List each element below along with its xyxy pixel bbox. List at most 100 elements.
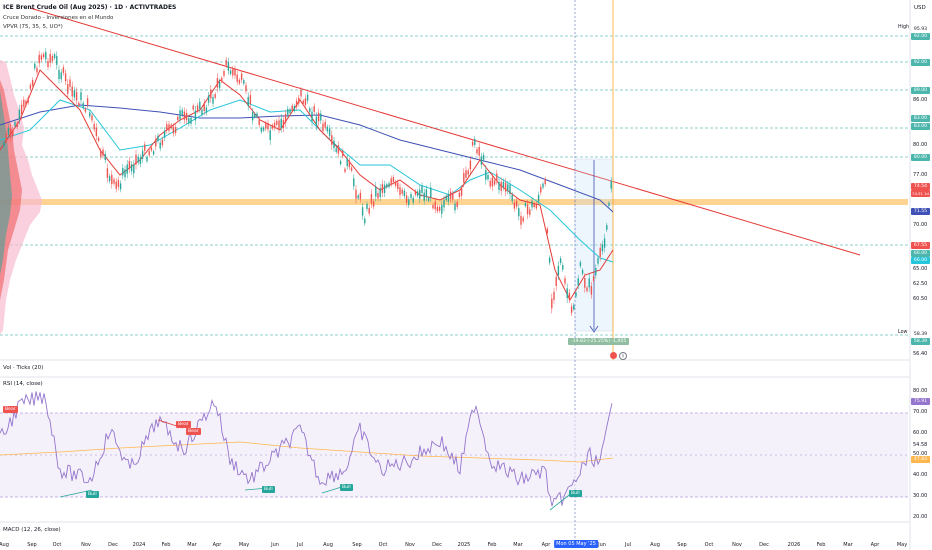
candle-body — [342, 151, 344, 157]
candle-body — [20, 104, 23, 115]
candle-body — [117, 180, 120, 187]
candle-body — [298, 97, 300, 104]
time-label: Oct — [704, 542, 714, 548]
candle-body — [430, 187, 432, 198]
candle-body — [218, 81, 221, 88]
price-tick-77: 77.00 — [913, 172, 928, 178]
candle-body — [106, 168, 109, 178]
candle-body — [350, 167, 353, 171]
candle-body — [133, 164, 135, 174]
candle-body — [381, 184, 384, 193]
time-label: Aug — [0, 542, 9, 548]
candle-body — [610, 181, 612, 189]
candle-body — [531, 200, 533, 208]
candle-body — [412, 197, 414, 203]
candle-body — [496, 173, 498, 181]
candle-body — [196, 105, 199, 111]
candle-body — [262, 127, 265, 131]
candle-body — [489, 180, 491, 187]
candle-body — [405, 195, 408, 203]
candle-body — [139, 157, 142, 164]
chart-title[interactable]: ICE Brent Crude Oil (Aug 2025) · 1D · AC… — [3, 4, 177, 11]
candle-body — [14, 121, 16, 126]
flag-icon[interactable] — [610, 352, 617, 359]
candle-body — [284, 114, 287, 123]
candle-body — [113, 179, 115, 184]
price-tick-80: 80.00 — [913, 142, 928, 148]
candle-body — [337, 145, 340, 154]
candle-body — [375, 186, 377, 197]
candle-body — [544, 179, 546, 185]
candle-body — [568, 292, 571, 300]
candle-body — [588, 278, 590, 288]
candle-body — [287, 108, 289, 115]
candle-body — [232, 69, 234, 76]
price-label-0: 92.00 — [911, 33, 930, 40]
time-label: Sep — [677, 542, 687, 548]
time-label: Feb — [816, 542, 826, 548]
candle-body — [53, 54, 56, 59]
candle-body — [559, 258, 562, 263]
price-tick-65: 65.00 — [913, 266, 928, 272]
indicator-label-2[interactable]: VPVR (75, 35, 5, UO*) — [3, 24, 63, 30]
candle-body — [278, 120, 280, 130]
candle-body — [443, 199, 445, 208]
candle-body — [234, 68, 236, 76]
candle-body — [359, 192, 362, 200]
candle-body — [518, 208, 520, 217]
candle-body — [555, 276, 557, 287]
price-tick-62: 62.50 — [913, 281, 928, 287]
candle-body — [183, 111, 186, 120]
candle-body — [324, 121, 326, 128]
candle-body — [119, 183, 122, 190]
candle-body — [414, 190, 417, 195]
info-icon[interactable]: $ — [619, 352, 627, 360]
candle-body — [271, 125, 274, 129]
time-label: Sep — [27, 542, 37, 548]
candle-body — [551, 298, 553, 309]
candle-body — [390, 178, 392, 184]
candle-body — [152, 151, 155, 155]
time-label: Mar — [843, 542, 853, 548]
candle-body — [289, 109, 291, 113]
candle-body — [562, 264, 564, 270]
candle-body — [36, 67, 38, 73]
time-label: Nov — [81, 542, 91, 548]
indicator-label-1[interactable]: Cruce Dorado - Inversiones en el Mundo — [3, 15, 114, 21]
candle-body — [247, 96, 249, 107]
candle-body — [93, 123, 95, 130]
candle-body — [368, 207, 370, 214]
candle-body — [25, 100, 27, 106]
candle-body — [18, 109, 21, 120]
candle-body — [137, 156, 139, 163]
candle-body — [606, 225, 608, 230]
candle-body — [493, 180, 496, 185]
candle-body — [89, 112, 91, 117]
candle-body — [498, 181, 500, 190]
candle-body — [542, 183, 544, 188]
candle-body — [320, 113, 322, 121]
candle-body — [372, 201, 375, 207]
volume-pane-label[interactable]: Vol · Ticks (20) — [3, 365, 44, 371]
candle-body — [47, 61, 49, 68]
candle-body — [403, 190, 406, 197]
candle-body — [238, 79, 241, 84]
candle-body — [16, 122, 18, 128]
signal-bull-3: Bull — [340, 484, 353, 491]
candle-body — [130, 164, 133, 172]
candle-body — [599, 247, 601, 257]
macd-pane-label[interactable]: MACD (12, 26, close) — [3, 527, 61, 533]
candle-body — [265, 123, 267, 129]
candle-body — [192, 105, 194, 110]
candle-body — [67, 84, 69, 94]
time-highlight: Mon 05 May '25 — [554, 540, 598, 548]
currency-label[interactable]: USD — [914, 5, 926, 11]
time-label: Apr — [212, 542, 222, 548]
candle-body — [421, 185, 423, 193]
time-label: Nov — [732, 542, 742, 548]
candle-body — [529, 209, 531, 215]
candle-body — [181, 109, 183, 115]
rsi-pane-label[interactable]: RSI (14, close) — [3, 381, 43, 387]
candle-body — [344, 168, 346, 172]
